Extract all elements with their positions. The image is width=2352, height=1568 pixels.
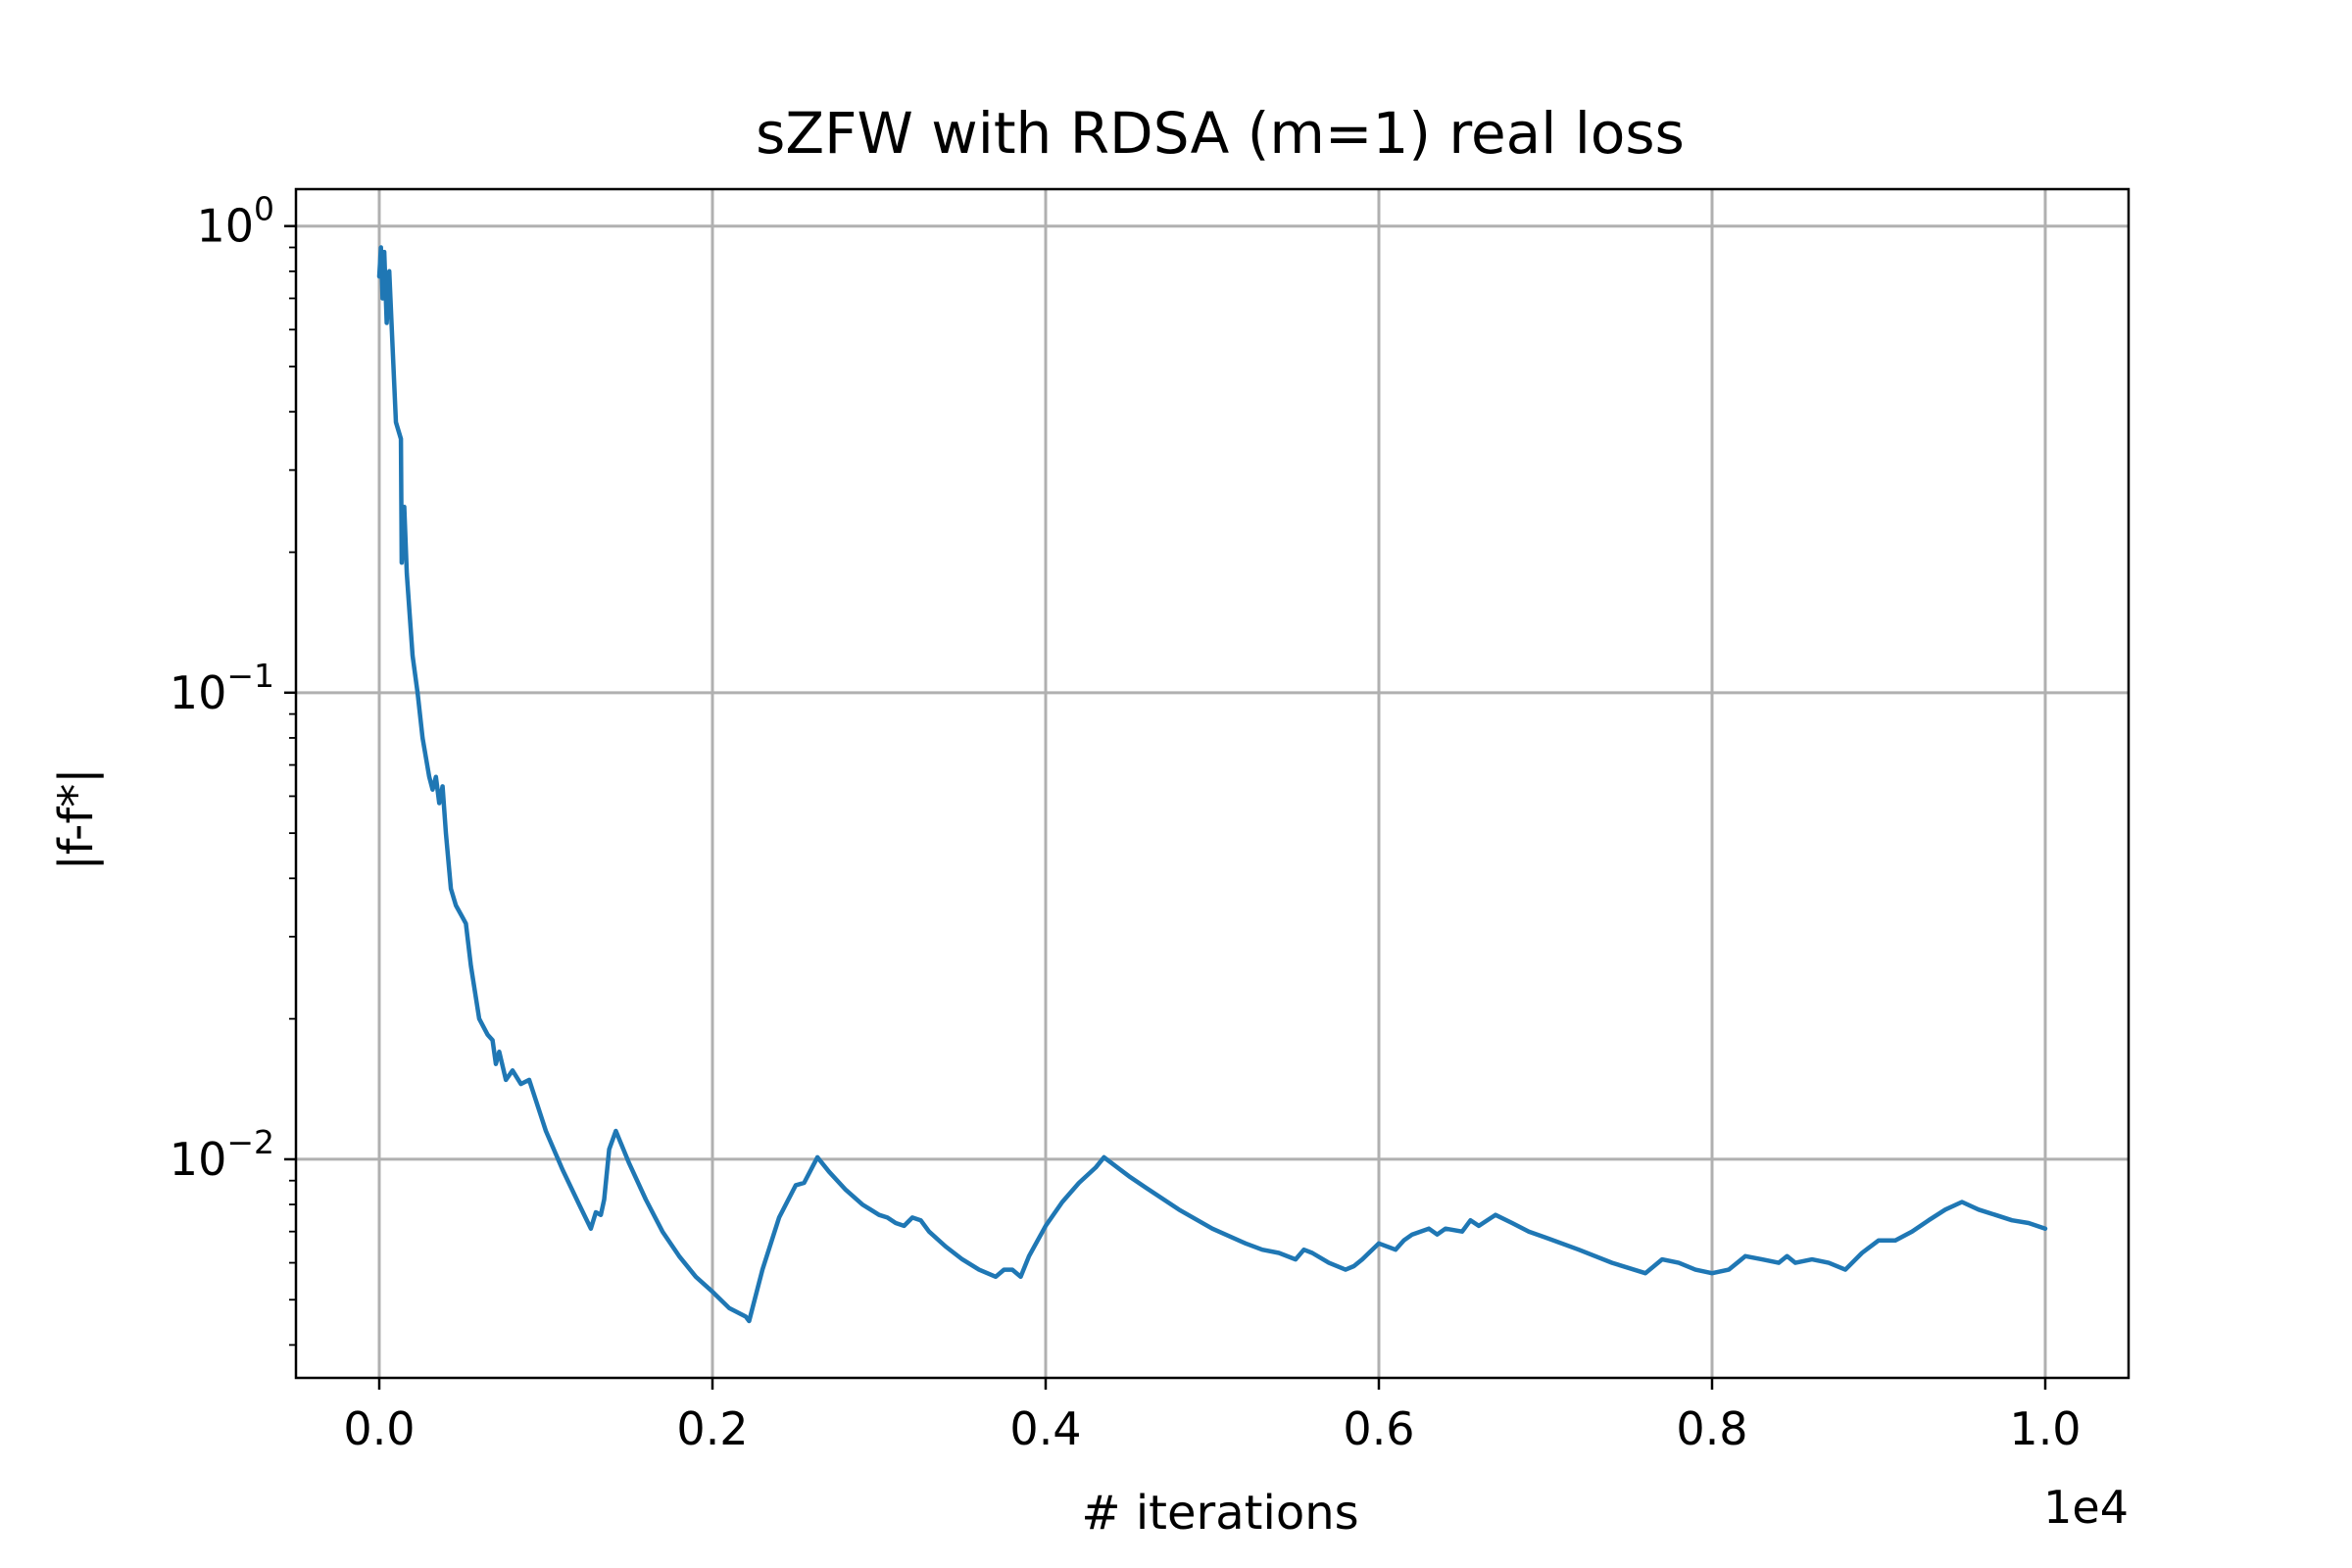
grid: [296, 189, 2129, 1378]
series-group: [376, 245, 2048, 1324]
x-tick-label: 0.4: [1009, 1402, 1081, 1455]
y-tick-label-base: 10: [170, 666, 227, 719]
y-tick-label-exponent: −2: [226, 1123, 274, 1161]
chart-title: sZFW with RDSA (m=1) real loss: [756, 100, 1685, 167]
y-tick-label-base: 10: [196, 200, 254, 253]
x-tick-label: 0.2: [676, 1402, 748, 1455]
x-axis-label: # iterations: [1081, 1486, 1358, 1541]
y-axis-label: |f-f*|: [49, 768, 104, 871]
x-tick-label: 0.8: [1676, 1402, 1747, 1455]
y-tick-label: 10−1: [170, 657, 274, 719]
y-tick-label: 100: [196, 190, 274, 253]
y-tick-label-base: 10: [170, 1133, 227, 1186]
y-tick-label: 10−2: [170, 1123, 274, 1186]
y-tick-label-exponent: 0: [254, 190, 274, 228]
plot-frame: [294, 187, 2131, 1380]
y-tick-label-exponent: −1: [226, 657, 274, 695]
x-tick-label: 0.0: [343, 1402, 415, 1455]
series-line: [376, 245, 2048, 1324]
x-axis-offset-label: 1e4: [2043, 1481, 2129, 1534]
x-tick-label: 0.6: [1343, 1402, 1414, 1455]
x-tick-label: 1.0: [2009, 1402, 2081, 1455]
